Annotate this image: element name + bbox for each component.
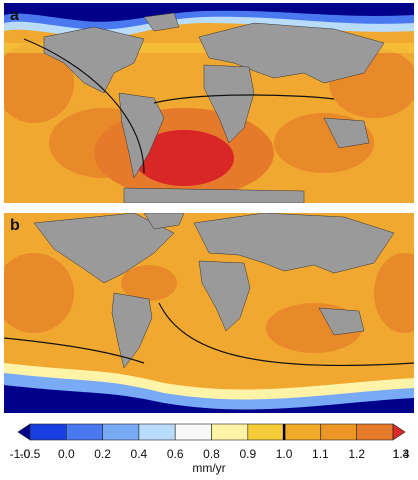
map-b-svg [4, 213, 414, 413]
colorbar-segment [174, 423, 212, 441]
contour-1 [4, 337, 145, 364]
colorbar-tick-label: 1.3 [393, 447, 410, 461]
colorbar-segment [102, 423, 140, 441]
colorbar-tick-label: -1.0 [10, 447, 31, 461]
colorbar: -1.0-0.5 0.0 0.2 0.4 0.6 0.8 0.9 1.0 1.1 1.2 1.31.… [10, 423, 410, 475]
north-atlantic-high [121, 265, 177, 301]
south-atlantic-max [134, 130, 234, 186]
colorbar-tick-label: 0.6 [167, 447, 184, 461]
pacific-high-east [374, 253, 414, 333]
colorbar-segment [66, 423, 103, 441]
colorbar-segments [17, 423, 406, 441]
colorbar-tick-labels: -1.0-0.5 0.0 0.2 0.4 0.6 0.8 0.9 1.0 1.1 1.2 1.31.… [10, 447, 410, 461]
land-masses [43, 12, 385, 203]
pacific-high-west [4, 43, 74, 123]
colorbar-segment [283, 423, 321, 441]
colorbar-tick-label: 0.0 [58, 447, 75, 461]
colorbar-tick-label: 0.9 [239, 447, 256, 461]
land-masses [33, 213, 395, 369]
antarctic-navy [4, 385, 414, 413]
contour-1 [23, 38, 145, 174]
colorbar-tick-label: 1.4 [393, 447, 410, 461]
pacific-high-west [4, 253, 74, 333]
colorbar-tick-label: 0.4 [131, 447, 148, 461]
map-panel-b: b [4, 213, 414, 413]
panel-label-a: a [10, 7, 19, 24]
colorbar-segment [138, 423, 176, 441]
colorbar-segment [17, 423, 31, 441]
contour-2 [153, 94, 335, 104]
arctic-navy [4, 3, 414, 22]
colorbar-segment [211, 423, 249, 441]
panel-label-b: b [10, 217, 20, 234]
colorbar-segment [247, 423, 285, 441]
map-panel-a: a [4, 3, 414, 203]
colorbar-segment [29, 423, 67, 441]
contour-2 [158, 302, 414, 367]
colorbar-segment [392, 423, 406, 441]
colorbar-tick-label: 0.8 [203, 447, 220, 461]
colorbar-unit: mm/yr [192, 461, 225, 475]
colorbar-segment [356, 423, 394, 441]
colorbar-tick-label: 1.1 [312, 447, 329, 461]
colorbar-tick-label: -0.5 [20, 447, 41, 461]
colorbar-segment [320, 423, 357, 441]
colorbar-tick-label: 1.2 [348, 447, 365, 461]
colorbar-tick-label: 0.2 [94, 447, 111, 461]
colorbar-tick-label: 1.0 [276, 447, 293, 461]
map-a-svg [4, 3, 414, 203]
